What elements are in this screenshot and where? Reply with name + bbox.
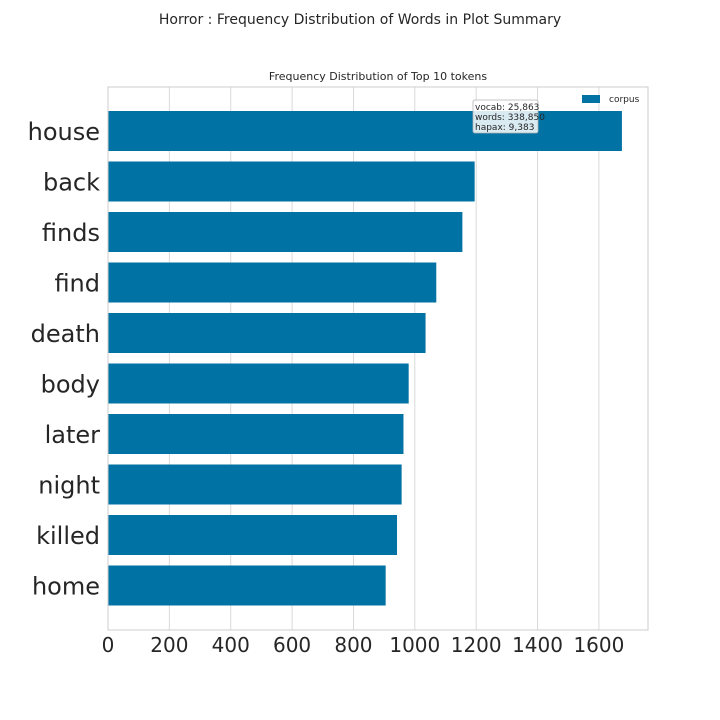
y-tick-label-find: find: [54, 270, 100, 298]
y-tick-label-finds: finds: [42, 219, 100, 247]
bar-finds: [108, 212, 463, 252]
x-tick-label: 0: [102, 633, 115, 657]
bar-death: [108, 313, 426, 353]
bar-body: [108, 363, 409, 404]
bar-find: [108, 262, 437, 303]
bar-back: [108, 161, 475, 202]
y-tick-label-back: back: [43, 169, 100, 197]
stats-box-background: [472, 99, 539, 134]
x-tick-labels: 0 200 400 600 800 1000 1200 1400 1600: [102, 633, 625, 657]
x-tick-label: 200: [150, 633, 188, 657]
x-tick-label: 1600: [573, 633, 624, 657]
x-tick-label: 800: [334, 633, 372, 657]
y-tick-label-death: death: [31, 320, 100, 348]
bar-home: [108, 565, 386, 606]
y-tick-label-killed: killed: [36, 522, 100, 550]
y-tick-label-home: home: [32, 573, 100, 601]
bar-killed: [108, 515, 398, 555]
stats-hapax: hapax: 9,383: [475, 123, 534, 133]
y-tick-labels: house back finds find death body later night kil…: [28, 118, 101, 601]
x-tick-label: 1400: [512, 633, 563, 657]
stats-words: words: 338,850: [475, 113, 545, 123]
x-tick-label: 1000: [389, 633, 440, 657]
legend-swatch-corpus: [582, 95, 600, 103]
stats-vocab: vocab: 25,863: [475, 103, 539, 113]
y-tick-label-house: house: [28, 118, 100, 146]
corpus-stats-annotation: vocab: 25,863 words: 338,850 hapax: 9,38…: [472, 99, 545, 134]
legend-label-corpus: corpus: [609, 95, 640, 105]
y-tick-label-body: body: [41, 371, 100, 399]
x-tick-label: 600: [273, 633, 311, 657]
figure-suptitle: Horror : Frequency Distribution of Words…: [159, 12, 561, 28]
bar-night: [108, 464, 402, 505]
axes-frame: [107, 86, 649, 631]
x-tick-label: 1200: [451, 633, 502, 657]
y-tick-label-night: night: [38, 472, 100, 500]
bar-later: [108, 414, 404, 454]
chart-title: Frequency Distribution of Top 10 tokens: [269, 70, 487, 83]
x-tick-label: 400: [212, 633, 250, 657]
y-tick-label-later: later: [45, 421, 101, 449]
legend: corpus: [582, 95, 640, 105]
plot-area: house back finds find death body later night kil…: [28, 86, 649, 657]
